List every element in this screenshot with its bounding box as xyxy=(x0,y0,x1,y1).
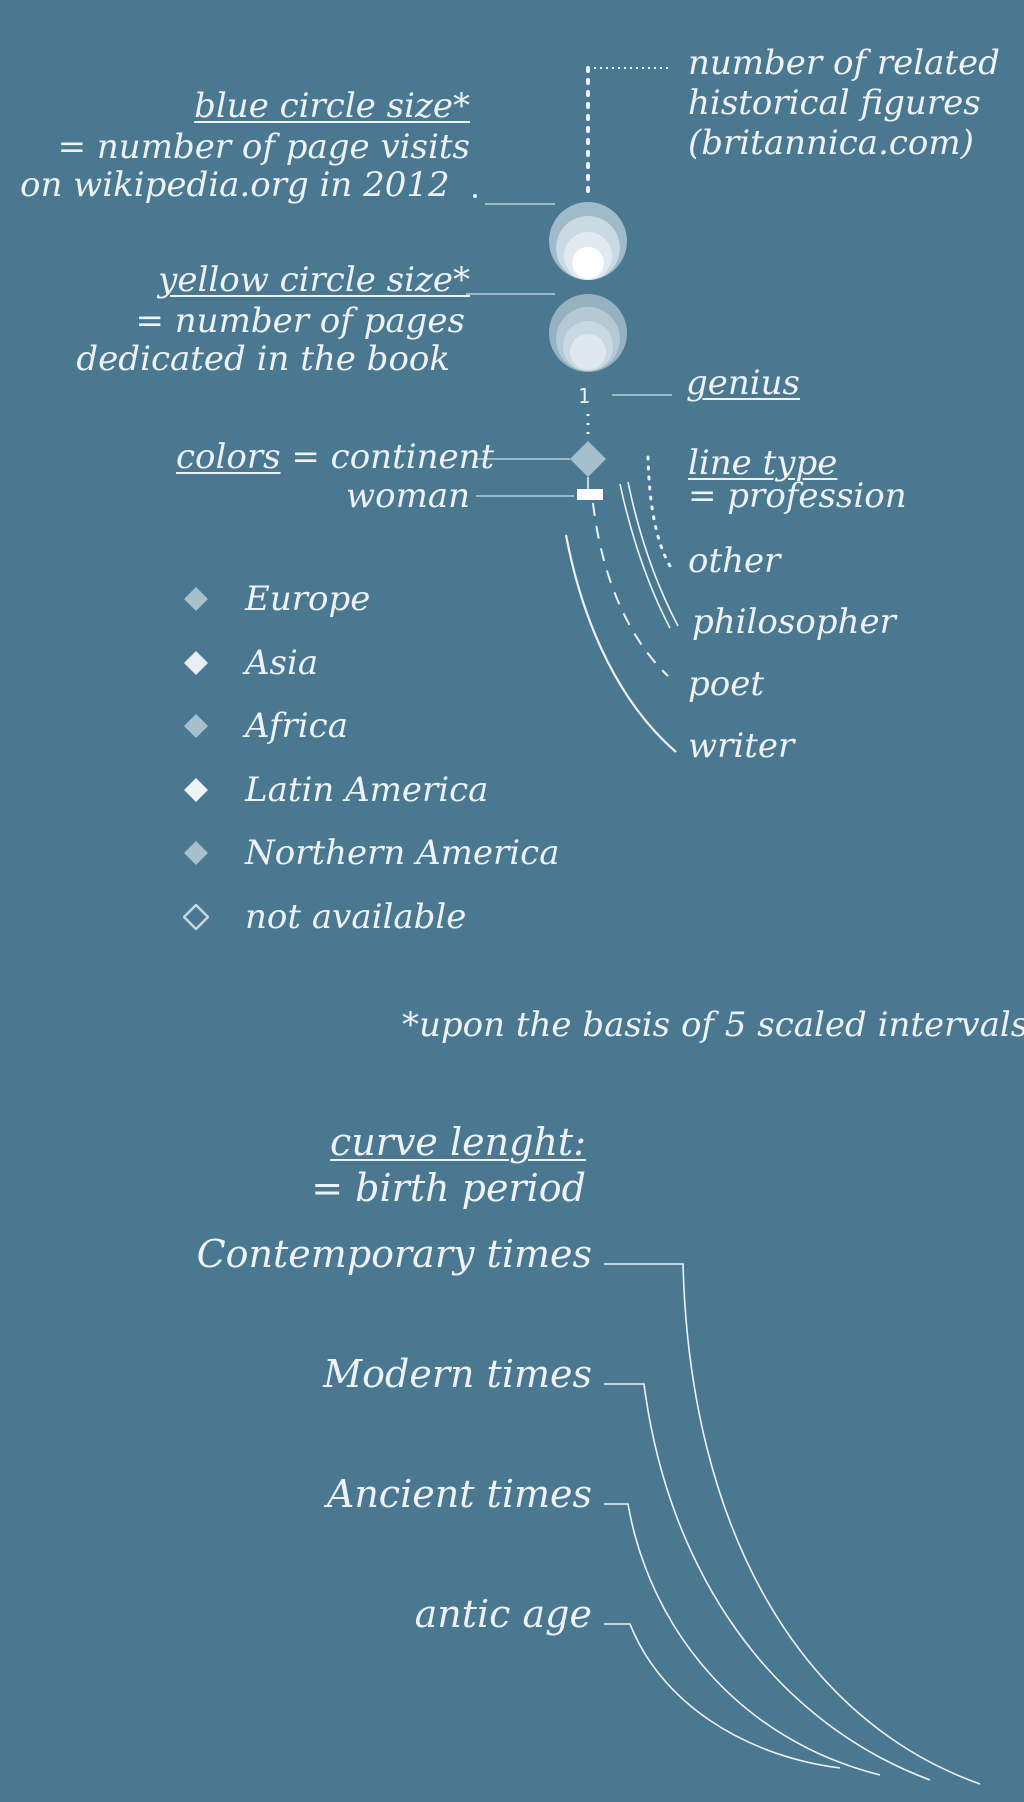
legend-label: not available xyxy=(245,896,467,937)
blue-circle-title: blue circle size* xyxy=(194,86,470,126)
footnote: *upon the basis of 5 scaled intervals xyxy=(402,1005,1024,1045)
curve-modern xyxy=(604,1383,931,1781)
legend-label: Europe xyxy=(245,579,371,619)
other-line xyxy=(646,455,672,568)
continent-diamond-icon xyxy=(570,441,606,477)
line-type-title: line type xyxy=(688,443,838,483)
legend-label: Latin America xyxy=(245,769,489,810)
colors-label: colors xyxy=(176,437,281,477)
genius-label: genius xyxy=(686,363,801,403)
period-antic: antic age xyxy=(414,1592,592,1636)
profession-poet: poet xyxy=(688,664,765,704)
colors-label-row: colors = continent xyxy=(176,438,494,476)
philosopher-line-a xyxy=(619,483,671,629)
related-figures-3: (britannica.com) xyxy=(688,123,974,163)
philosopher-line-b xyxy=(627,481,679,627)
birth-period-curves xyxy=(604,1263,981,1785)
diamond-icon xyxy=(184,841,208,865)
line-type-sub: = profession xyxy=(688,476,907,516)
legend-label: Africa xyxy=(245,706,348,746)
period-contemporary: Contemporary times xyxy=(196,1232,592,1276)
legend-label: Asia xyxy=(245,642,319,683)
blue-circle-desc-1: = number of page visits xyxy=(57,127,470,167)
woman-bar-icon xyxy=(577,489,603,500)
yellow-circle-title: yellow circle size* xyxy=(158,260,470,300)
yellow-circle-desc-2: dedicated in the book xyxy=(76,339,450,379)
diamond-icon xyxy=(184,587,208,611)
blue-circle-desc-2: on wikipedia.org in 2012 xyxy=(20,165,450,205)
related-figures-2: historical figures xyxy=(688,83,981,123)
profession-lines xyxy=(564,455,679,753)
legend-label: Northern America xyxy=(245,833,560,873)
poet-line xyxy=(592,502,669,677)
diamond-icon xyxy=(184,777,208,802)
profession-other: other xyxy=(688,541,781,581)
leader-lines xyxy=(466,203,672,497)
curve-antic xyxy=(604,1623,841,1769)
related-figures-1: number of related xyxy=(688,43,1000,83)
period-ancient: Ancient times xyxy=(326,1472,592,1516)
curve-subtitle: = birth period xyxy=(311,1166,586,1210)
curve-ancient xyxy=(604,1503,881,1776)
diamond-icon xyxy=(183,903,209,930)
genius-number: 1 xyxy=(578,384,591,408)
diamond-icon xyxy=(184,650,208,675)
diamond-icon xyxy=(184,714,208,738)
related-figures-connector xyxy=(586,66,672,198)
yellow-circle-desc-1: = number of pages xyxy=(135,301,465,341)
dot-marker xyxy=(473,194,477,198)
yellow-circle-icon xyxy=(549,294,627,372)
period-modern: Modern times xyxy=(323,1352,592,1396)
writer-line xyxy=(564,534,677,753)
profession-writer: writer xyxy=(688,726,795,766)
curve-contemporary xyxy=(604,1263,981,1785)
blue-circle-icon xyxy=(549,202,627,280)
profession-philosopher: philosopher xyxy=(692,602,896,642)
colors-suffix: = continent xyxy=(291,437,495,477)
woman-label: woman xyxy=(346,476,470,516)
curve-title: curve lenght: xyxy=(330,1120,586,1164)
